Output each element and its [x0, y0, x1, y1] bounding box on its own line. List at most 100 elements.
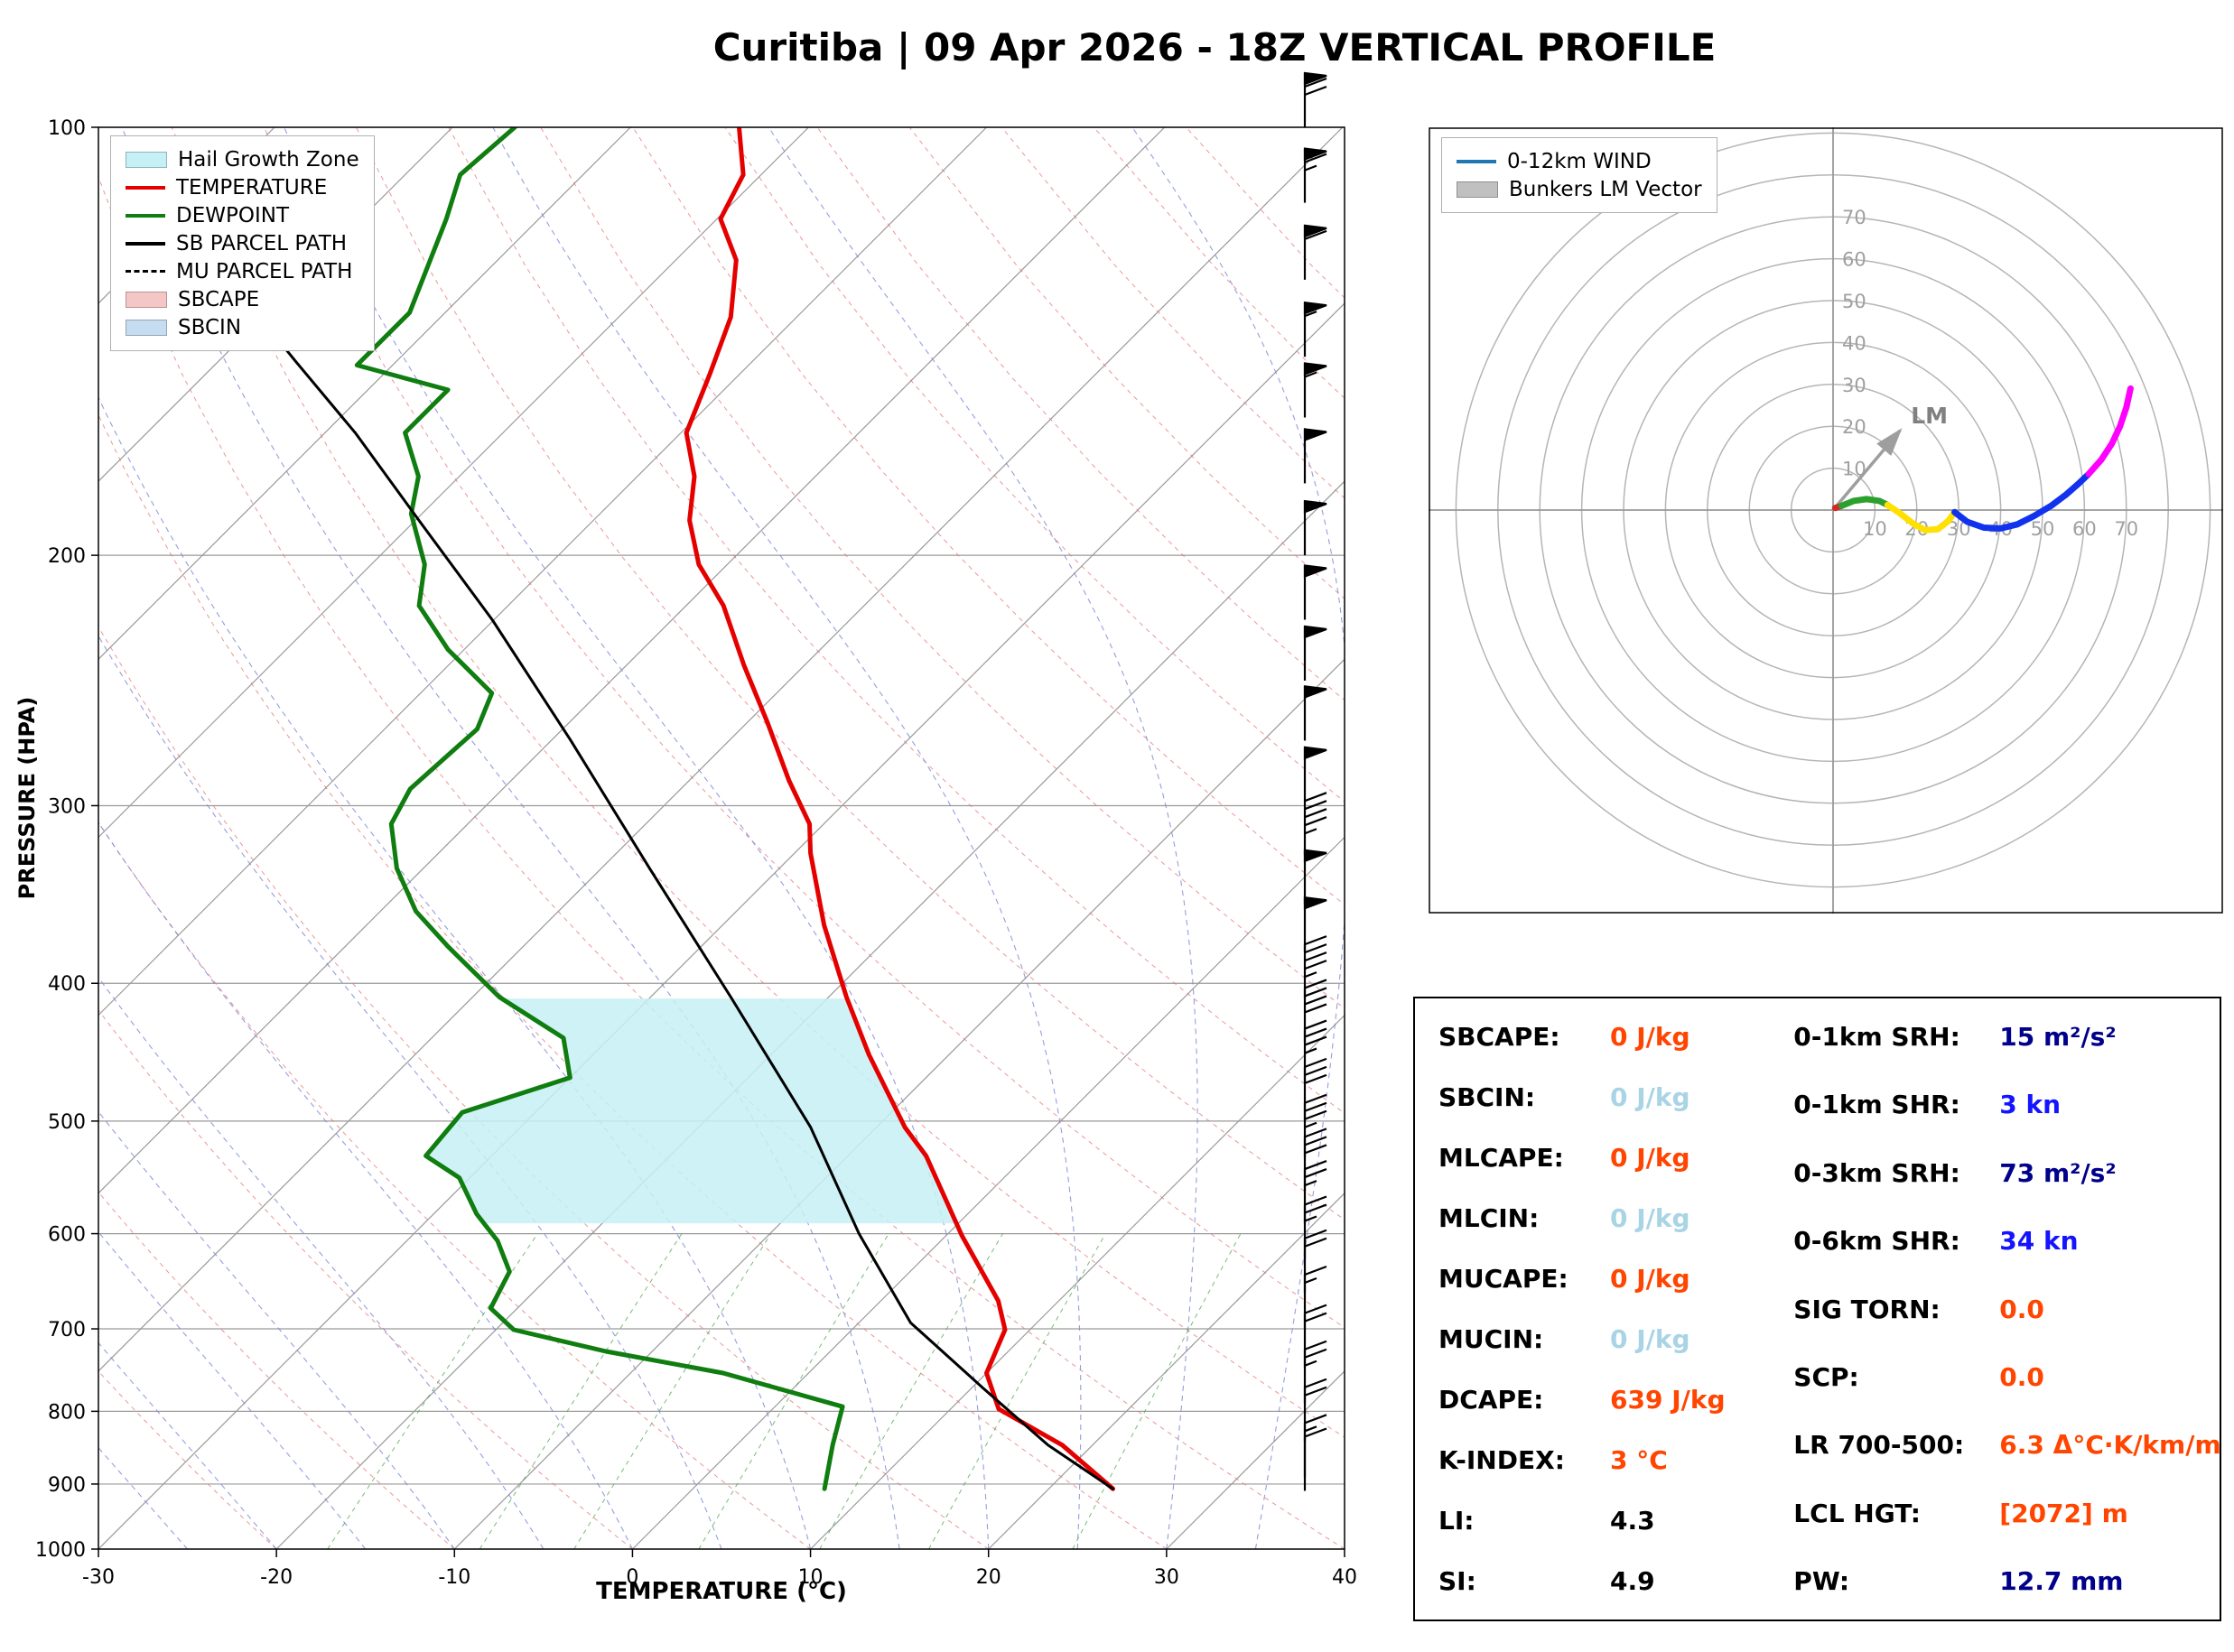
wind-barb: [1303, 1229, 1327, 1293]
stat-label: 0-1km SRH:: [1793, 1022, 1960, 1052]
stats-row: 0-1km SHR: 3 kn: [1793, 1090, 2211, 1119]
isotherm-line: [98, 127, 987, 1016]
isotherm-line: [632, 836, 1345, 1549]
legend-swatch-icon: [126, 241, 165, 246]
y-tick-label: 600: [48, 1224, 86, 1247]
moist-adiabat-line: [492, 127, 1082, 1549]
legend-swatch-icon: [126, 291, 167, 308]
wind-barb: [1303, 1093, 1327, 1157]
legend-item: TEMPERATURE: [126, 173, 359, 201]
legend-label: SB PARCEL PATH: [176, 231, 348, 255]
stat-label: LR 700-500:: [1793, 1430, 1965, 1461]
stat-value: 6.3 Δ°C·K/km/m: [1999, 1430, 2221, 1461]
stats-row: SBCIN: 0 J/kg: [1438, 1082, 1793, 1112]
ring-label: 10: [1863, 518, 1887, 540]
stat-value: 73 m²/s²: [1999, 1157, 2117, 1188]
moist-adiabat-line: [0, 127, 9, 1549]
moist-adiabat-line: [768, 127, 1198, 1549]
dry-adiabat-line: [98, 1370, 277, 1549]
legend-item: SBCAPE: [126, 285, 359, 313]
stat-value: 0 J/kg: [1610, 1022, 1690, 1052]
legend-label: SBCAPE: [178, 287, 260, 311]
legend-item: SB PARCEL PATH: [126, 229, 359, 257]
dry-adiabat-line: [356, 127, 1345, 1220]
legend-swatch-icon: [126, 213, 165, 218]
moist-adiabat-line: [98, 821, 633, 1549]
stat-label: MLCAPE:: [1438, 1143, 1564, 1173]
wind-barb: [1303, 1195, 1327, 1259]
x-tick-label: 0: [626, 1566, 638, 1589]
dry-adiabat-line: [98, 821, 811, 1549]
moist-adiabat-line: [98, 1230, 367, 1549]
moist-adiabat-line: [98, 1341, 277, 1549]
moist-adiabat-line: [284, 127, 990, 1549]
stat-value: 0 J/kg: [1610, 1324, 1690, 1354]
stats-row: MUCIN: 0 J/kg: [1438, 1324, 1793, 1354]
stat-label: MUCAPE:: [1438, 1264, 1568, 1294]
wind-barb: [1303, 499, 1327, 556]
ring-label: 60: [2072, 518, 2097, 540]
stats-row: SIG TORN: 0.0: [1793, 1295, 2211, 1324]
legend-label: Bunkers LM Vector: [1509, 177, 1702, 201]
stats-row: MUCAPE: 0 J/kg: [1438, 1264, 1793, 1294]
y-tick-label: 900: [48, 1474, 86, 1497]
stat-label: 0-6km SHR:: [1793, 1226, 1960, 1257]
stat-value: 3 kn: [1999, 1090, 2062, 1120]
stat-label: MUCIN:: [1438, 1324, 1544, 1354]
legend-item: Hail Growth Zone: [126, 145, 359, 173]
ring-label: 20: [1842, 416, 1866, 438]
mixing-ratio-line: [573, 1233, 772, 1549]
y-axis-label: PRESSURE (HPA): [14, 696, 40, 900]
legend-label: Hail Growth Zone: [178, 147, 359, 172]
stats-row: 0-1km SRH: 15 m²/s²: [1793, 1022, 2211, 1052]
mixing-ratio-line: [479, 1233, 683, 1549]
wind-barb-column: [1303, 71, 1327, 1491]
wind-barb: [1303, 1019, 1327, 1083]
stat-label: LCL HGT:: [1793, 1498, 1921, 1528]
isotherm-line: [98, 127, 631, 661]
stat-value: 0 J/kg: [1610, 1143, 1690, 1173]
mixing-ratio-line: [1072, 1233, 1242, 1549]
wind-barb: [1303, 1304, 1327, 1368]
stat-label: SBCIN:: [1438, 1082, 1536, 1112]
isotherm-line: [275, 480, 1345, 1549]
isotherm-line: [98, 127, 809, 839]
ring-label: 70: [1842, 207, 1866, 228]
legend-swatch-icon: [126, 185, 165, 190]
stat-label: 0-1km SHR:: [1793, 1090, 1960, 1120]
stats-table-right-column: 0-1km SRH: 15 m²/s² 0-1km SHR: 3 kn 0-3km SR…: [1793, 1022, 2220, 1596]
stat-label: LI:: [1438, 1506, 1475, 1536]
stat-label: SIG TORN:: [1793, 1294, 1941, 1324]
dry-adiabat-line: [816, 127, 1345, 701]
stats-row: PW: 12.7 mm: [1793, 1566, 2211, 1596]
legend-label: 0-12km WIND: [1507, 149, 1652, 173]
y-tick-label: 200: [48, 545, 86, 568]
stat-value: 3 °C: [1610, 1445, 1668, 1475]
skewt-legend: Hail Growth Zone TEMPERATURE DEWPOINT SB PA…: [110, 135, 375, 351]
wind-barb: [1303, 428, 1327, 484]
stats-row: DCAPE: 639 J/kg: [1438, 1385, 1793, 1415]
legend-swatch-icon: [126, 319, 167, 336]
stat-value: 4.9: [1610, 1566, 1655, 1596]
wind-barb: [1303, 896, 1327, 952]
isotherm-line: [988, 1192, 1345, 1549]
ring-label: 70: [2114, 518, 2138, 540]
x-tick-label: 30: [1154, 1566, 1179, 1589]
stat-label: SCP:: [1793, 1361, 1859, 1392]
stat-label: MLCIN:: [1438, 1203, 1540, 1233]
stats-row: 0-6km SHR: 34 kn: [1793, 1226, 2211, 1256]
x-tick-label: 20: [976, 1566, 1001, 1589]
legend-swatch-icon: [126, 270, 165, 273]
stats-row: 0-3km SRH: 73 m²/s²: [1793, 1158, 2211, 1188]
moist-adiabat-line: [98, 1446, 189, 1549]
ring-label: 30: [1842, 375, 1866, 396]
wind-barb: [1303, 625, 1327, 681]
mixing-ratio-line: [819, 1233, 1003, 1549]
wind-trace-segment-1-3km: [1884, 501, 1959, 534]
stat-value: 0 J/kg: [1610, 1203, 1690, 1233]
stats-row: LI: 4.3: [1438, 1506, 1793, 1536]
wind-barb: [1303, 1414, 1327, 1478]
legend-item: DEWPOINT: [126, 201, 359, 229]
y-tick-label: 800: [48, 1401, 86, 1424]
